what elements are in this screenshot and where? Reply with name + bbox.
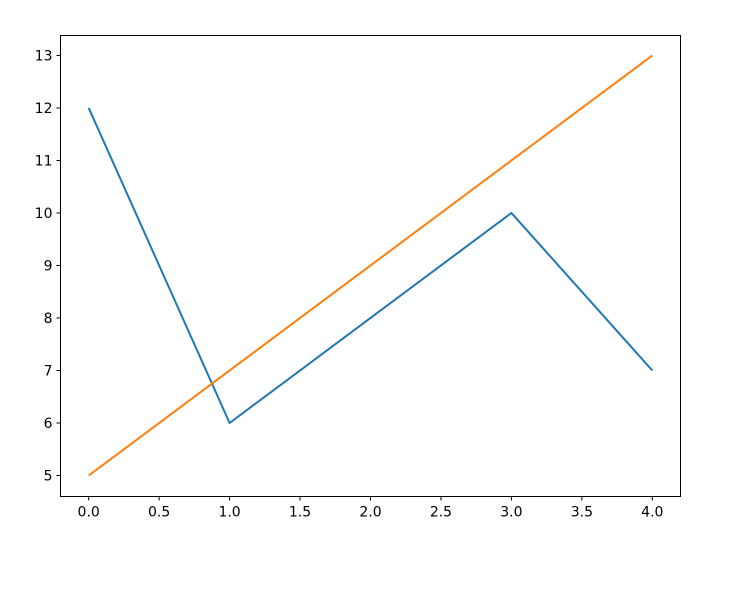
- y-tick-label: 12: [35, 101, 53, 117]
- series-line-0: [87, 107, 654, 424]
- y-tick-label: 10: [35, 206, 53, 222]
- series-line-1: [88, 54, 653, 477]
- x-tick-label: 0.5: [148, 505, 170, 521]
- x-tick-label: 2.0: [359, 505, 381, 521]
- x-tick-label: 4.0: [641, 505, 663, 521]
- x-tick-label: 3.0: [500, 505, 522, 521]
- x-tick-label: 0.0: [78, 505, 100, 521]
- x-tick-label: 1.0: [218, 505, 240, 521]
- y-tick-label: 5: [44, 468, 53, 484]
- y-tick-label: 9: [44, 258, 53, 274]
- y-tick-label: 6: [44, 416, 53, 432]
- y-tick-label: 11: [35, 153, 53, 169]
- x-tick-label: 1.5: [289, 505, 311, 521]
- x-axis: 0.0 0.5 1.0 1.5 2.0 2.5 3.0 3.5 4.0: [78, 496, 663, 521]
- y-axis: 5 6 7 8 9 10 11 12 13: [35, 48, 61, 484]
- x-tick-label: 2.5: [430, 505, 452, 521]
- series-layer: [87, 54, 654, 477]
- y-tick-label: 13: [35, 48, 53, 64]
- y-tick-label: 7: [44, 363, 53, 379]
- y-tick-label: 8: [44, 311, 53, 327]
- x-tick-label: 3.5: [571, 505, 593, 521]
